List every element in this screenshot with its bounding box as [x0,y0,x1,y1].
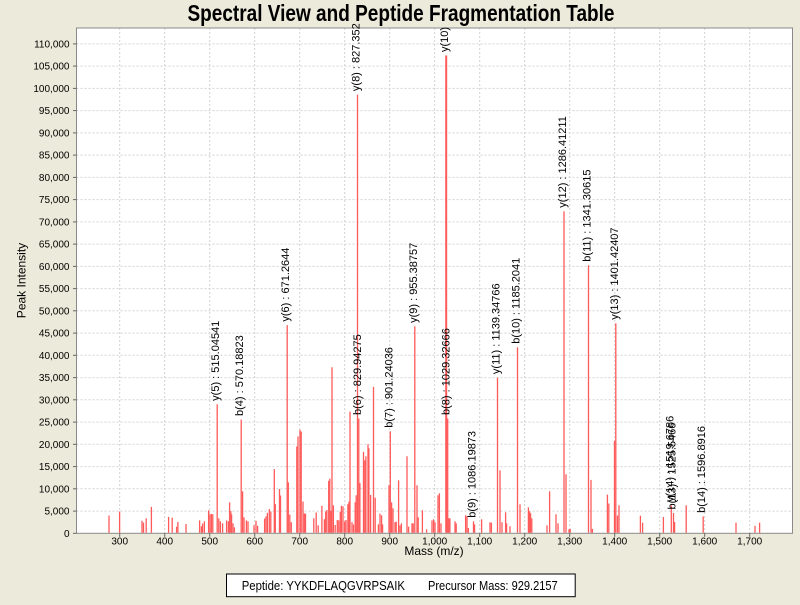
svg-text:1,600: 1,600 [692,537,717,548]
svg-text:40,000: 40,000 [39,351,70,362]
svg-text:1,000: 1,000 [422,537,447,548]
svg-text:45,000: 45,000 [39,329,70,340]
svg-text:b(11) : 1341.30615: b(11) : 1341.30615 [582,170,594,262]
svg-text:700: 700 [291,537,308,548]
svg-text:1,200: 1,200 [512,537,537,548]
svg-text:1,700: 1,700 [737,537,762,548]
svg-text:25,000: 25,000 [39,418,70,429]
svg-text:y(6) : 671.2644: y(6) : 671.2644 [280,248,292,322]
svg-text:90,000: 90,000 [39,129,70,140]
svg-text:Precursor Mass: 929.2157: Precursor Mass: 929.2157 [428,578,558,593]
svg-text:75,000: 75,000 [39,195,70,206]
svg-text:300: 300 [111,537,128,548]
svg-text:100,000: 100,000 [33,84,70,95]
svg-text:30,000: 30,000 [39,395,70,406]
svg-text:10,000: 10,000 [39,484,70,495]
svg-text:5,000: 5,000 [44,507,69,518]
svg-text:80,000: 80,000 [39,173,70,184]
svg-text:y(11) : 1139.34766: y(11) : 1139.34766 [491,283,503,374]
svg-text:Peptide: YYKDFLAQGVRPSAIK: Peptide: YYKDFLAQGVRPSAIK [242,578,406,593]
svg-text:b(9) : 1086.19873: b(9) : 1086.19873 [467,431,479,518]
svg-text:b(6) : 829.94275: b(6) : 829.94275 [352,334,364,415]
svg-text:b(10) : 1185.2041: b(10) : 1185.2041 [511,258,523,344]
svg-text:600: 600 [246,537,263,548]
svg-text:105,000: 105,000 [33,62,70,73]
svg-text:b(7) : 901.24036: b(7) : 901.24036 [383,347,395,428]
svg-text:95,000: 95,000 [39,106,70,117]
svg-text:500: 500 [201,537,218,548]
svg-text:y(13) : 1401.42407: y(13) : 1401.42407 [609,227,621,319]
svg-text:55,000: 55,000 [39,284,70,295]
svg-text:800: 800 [336,537,353,548]
svg-text:50,000: 50,000 [39,306,70,317]
svg-text:y(8) : 827.352: y(8) : 827.352 [351,23,363,91]
svg-text:15,000: 15,000 [39,462,70,473]
svg-text:y(5) : 515.04541: y(5) : 515.04541 [210,321,222,401]
svg-text:65,000: 65,000 [39,240,70,251]
svg-text:y(14) : 1519.6786: y(14) : 1519.6786 [664,416,676,502]
svg-text:b(4) : 570.18823: b(4) : 570.18823 [234,335,246,416]
svg-text:60,000: 60,000 [39,262,70,273]
svg-text:1,300: 1,300 [557,537,582,548]
svg-text:1,400: 1,400 [602,537,627,548]
svg-text:1,500: 1,500 [647,537,672,548]
svg-text:Spectral View and Peptide Frag: Spectral View and Peptide Fragmentation … [188,0,615,26]
svg-text:b(13) : 1525.5466: b(13) : 1525.5466 [667,423,679,510]
svg-text:35,000: 35,000 [39,373,70,384]
svg-text:110,000: 110,000 [34,40,70,51]
svg-text:b(8) : 1029.32666: b(8) : 1029.32666 [441,328,453,415]
svg-text:0: 0 [64,529,70,540]
svg-text:70,000: 70,000 [39,218,70,229]
svg-text:y(9) : 955.38757: y(9) : 955.38757 [408,243,420,323]
svg-text:Peak Intensity: Peak Intensity [15,243,29,318]
svg-text:85,000: 85,000 [39,151,70,162]
svg-text:900: 900 [381,537,398,548]
svg-text:400: 400 [156,537,173,548]
svg-text:b(14) : 1596.8916: b(14) : 1596.8916 [696,426,708,513]
svg-text:Mass (m/z): Mass (m/z) [404,544,463,558]
svg-text:1,100: 1,100 [467,537,492,548]
svg-text:20,000: 20,000 [39,440,70,451]
svg-text:y(10): y(10) [439,27,451,52]
svg-text:y(12) : 1286.41211: y(12) : 1286.41211 [557,116,569,208]
